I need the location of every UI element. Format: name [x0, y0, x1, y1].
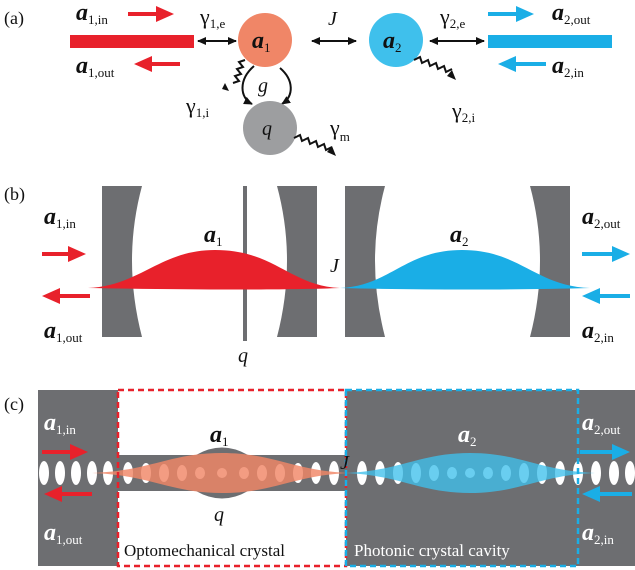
optomechanical-crystal-box	[116, 388, 348, 568]
a1-in-arrow-b	[42, 246, 86, 262]
a2-out-arrow-c	[580, 444, 630, 460]
a2-out-label-c: a2,out	[582, 410, 621, 437]
photonic-crystal-box	[344, 388, 580, 568]
a1-in-label: a1,in	[76, 0, 108, 27]
a2-in-arrow	[498, 56, 546, 72]
mirror-left-inner	[277, 186, 317, 337]
panel-c: (c)	[4, 388, 635, 568]
mechanical-q-label: q	[262, 118, 272, 140]
coupling-J-label: J	[328, 8, 338, 30]
mode-a2-profile-c	[345, 453, 595, 493]
gamma-m-label: γm	[329, 115, 350, 144]
panel-b-tag: (b)	[4, 184, 25, 205]
loss-2i-arrowhead	[447, 70, 456, 80]
a1-out-label-b: a1,out	[44, 318, 83, 345]
mode-a2-circle	[369, 13, 423, 67]
mechanical-mode-circle	[243, 101, 297, 155]
mode-a1-profile	[88, 250, 340, 290]
a2-in-label-c: a2,in	[582, 520, 614, 547]
a1-out-arrow-b	[42, 288, 90, 304]
mode-a1-circle	[238, 13, 292, 67]
a2-in-label: a2,in	[552, 53, 584, 80]
nanobeam-bulge-bottom	[196, 491, 248, 499]
mode-a2-profile	[340, 250, 590, 290]
mechanical-q-label-c: q	[214, 504, 224, 526]
photonic-crystal-label: Photonic crystal cavity	[354, 541, 510, 560]
mode-a1-label-c: a1	[210, 422, 229, 449]
hole	[71, 461, 81, 485]
right-waveguide	[488, 35, 612, 48]
g-loop-arrow-right	[279, 67, 292, 105]
a1-out-arrow	[134, 56, 180, 72]
a2-out-arrow-b	[582, 246, 630, 262]
hole	[39, 461, 49, 485]
a2-in-label-b: a2,in	[582, 318, 614, 345]
mode-a2-label-c: a2	[458, 422, 477, 449]
a2-out-arrow	[488, 6, 534, 22]
mode-a2-label: a2	[383, 28, 402, 55]
gamma-1i-label: γ1,i	[185, 93, 209, 120]
mode-a1-label-b: a1	[204, 222, 223, 249]
hole	[55, 461, 65, 485]
mirror-right-outer	[530, 186, 570, 337]
mirror-right-inner	[345, 186, 385, 337]
g-label: g	[258, 75, 268, 97]
hole	[625, 461, 635, 485]
a2-out-label: a2,out	[552, 0, 591, 27]
panel-b: (b) a1 a2 J q a1,in a1,out	[4, 184, 630, 367]
panel-c-tag: (c)	[4, 394, 24, 415]
gamma-2i-label: γ2,i	[451, 98, 475, 125]
a2-out-label-b: a2,out	[582, 204, 621, 231]
a1-out-arrow-c	[44, 486, 92, 502]
g-loop-arrow-left	[241, 65, 255, 105]
loss-1i-arrowhead	[222, 83, 229, 91]
a2-in-arrow-b	[582, 288, 630, 304]
mode-a1-profile-c	[92, 453, 350, 493]
gamma-2e-label: γ2,e	[439, 4, 465, 31]
a1-in-arrow-c	[42, 444, 88, 460]
mode-a1-label: a1	[252, 28, 271, 55]
loss-1i-wave	[232, 59, 246, 84]
optomechanical-crystal-label: Optomechanical crystal	[124, 541, 285, 560]
panel-a: (a) a1,in a1,out γ1,e a1 J a2 γ2,e	[4, 0, 612, 156]
a1-out-label-c: a1,out	[44, 520, 83, 547]
loss-2i-wave	[413, 55, 453, 74]
left-waveguide	[70, 35, 194, 48]
a2-in-arrow-c	[582, 486, 632, 502]
a1-in-arrow	[128, 6, 174, 22]
mechanical-q-label-b: q	[238, 345, 248, 367]
loss-m-arrowhead	[327, 146, 336, 156]
coupling-J-label-c: J	[340, 452, 350, 474]
panel-a-tag: (a)	[4, 8, 24, 29]
mirror-left-outer	[102, 186, 142, 337]
nanobeam-bulge-top	[196, 447, 248, 455]
gamma-1e-label: γ1,e	[199, 4, 225, 31]
loss-m-wave	[293, 133, 333, 152]
coupling-J-label-b: J	[330, 255, 340, 277]
hole	[609, 461, 619, 485]
a1-out-label: a1,out	[76, 53, 115, 80]
a1-in-label-c: a1,in	[44, 410, 76, 437]
hole	[591, 461, 601, 485]
mode-a2-label-b: a2	[450, 222, 469, 249]
a1-in-label-b: a1,in	[44, 204, 76, 231]
